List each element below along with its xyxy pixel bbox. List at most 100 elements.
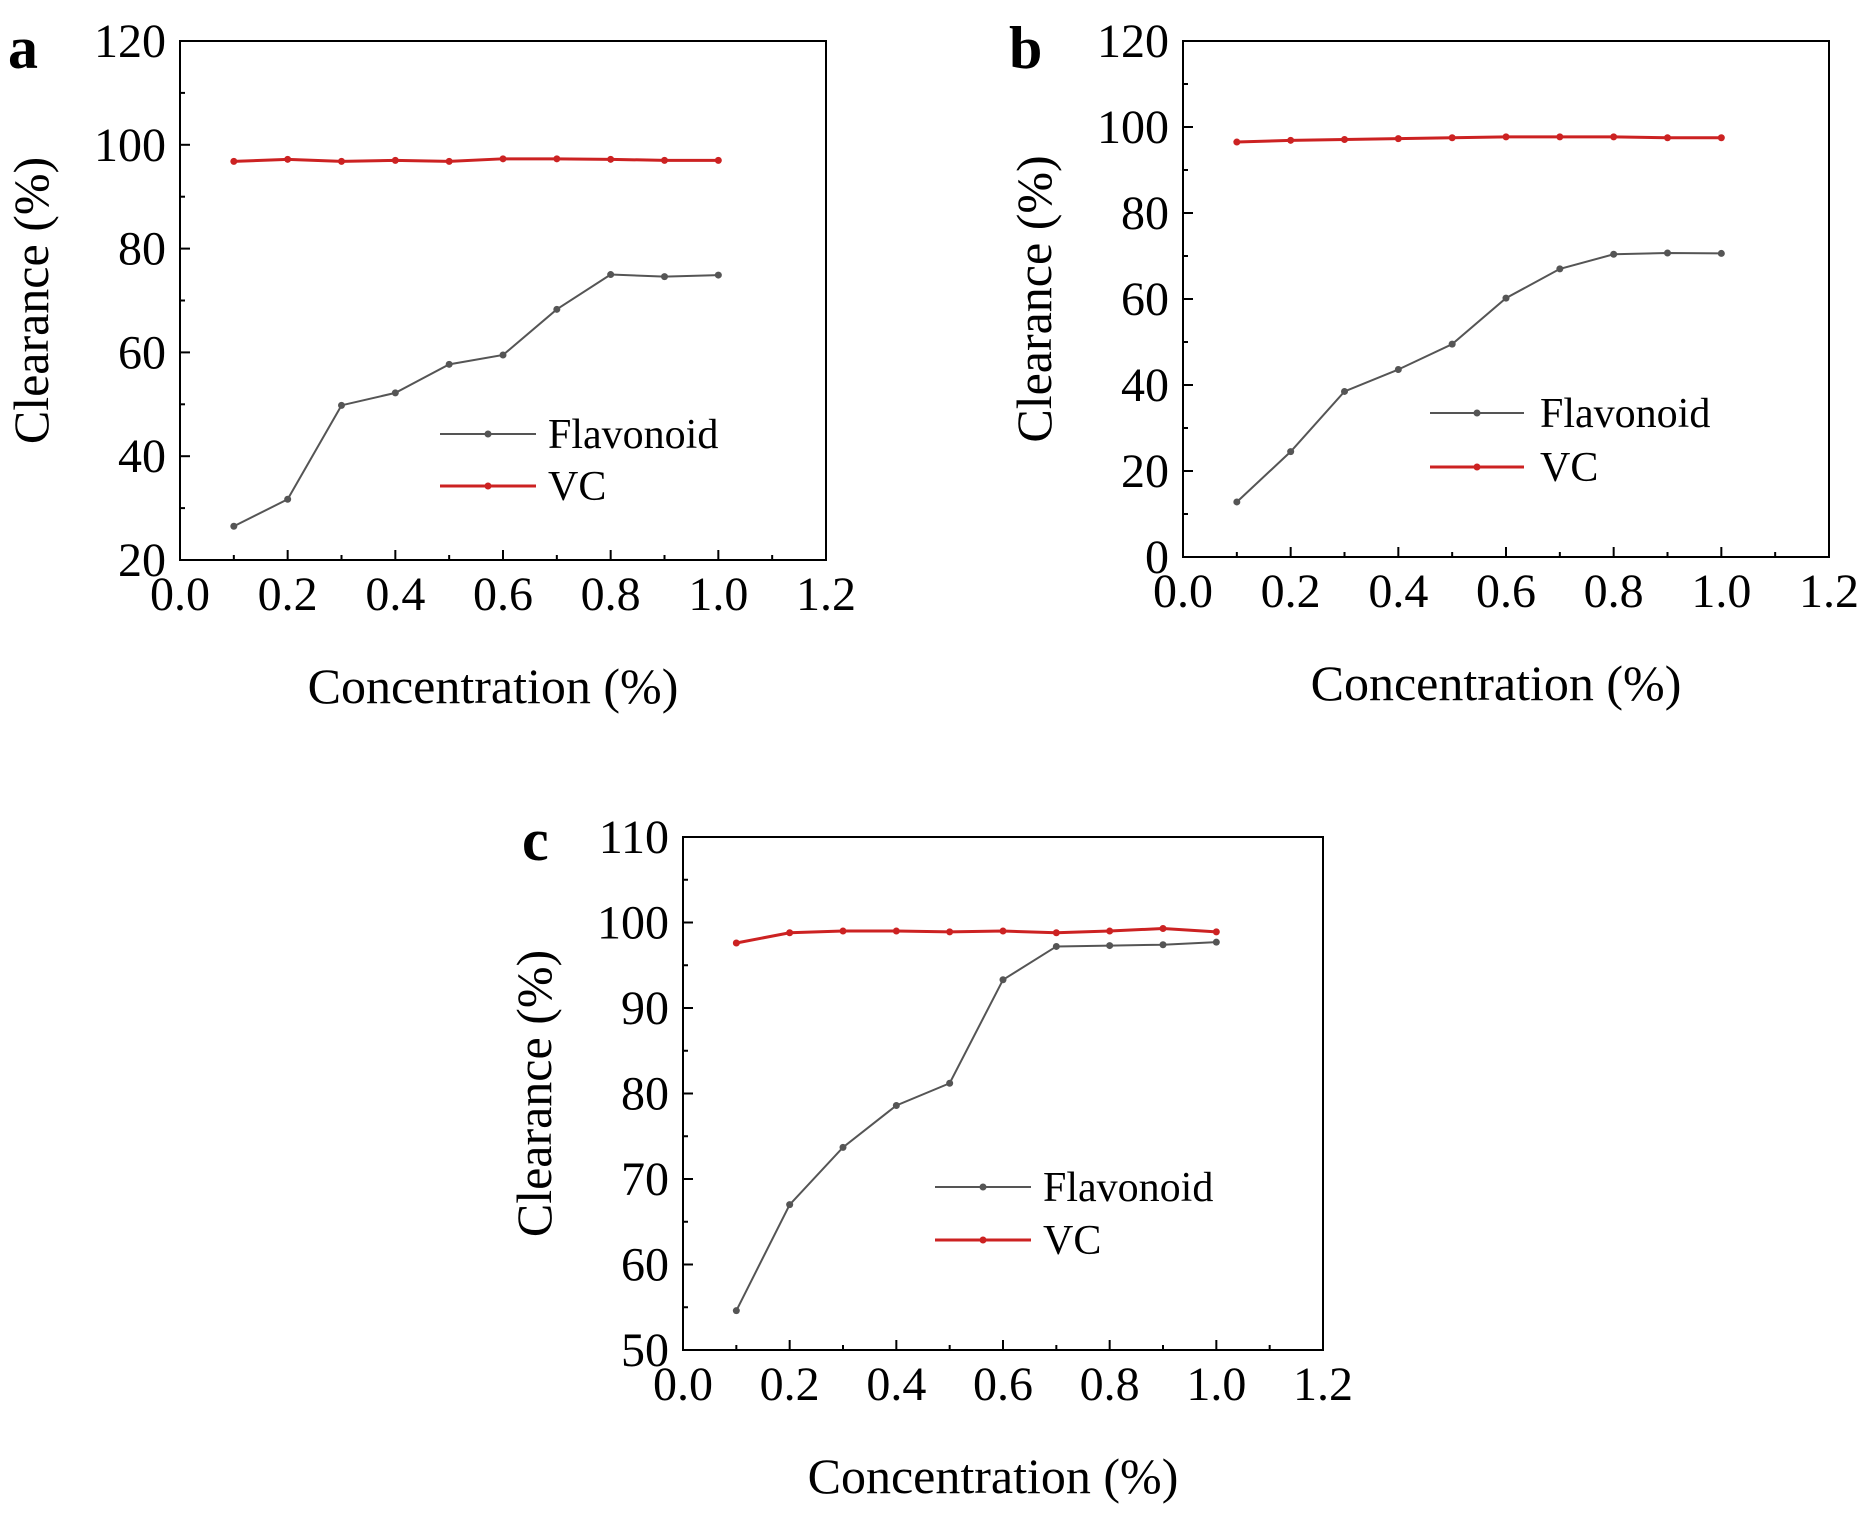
series-line-vc [736, 926, 1217, 945]
plot-frame [682, 836, 1324, 1351]
x-tick-label: 1.2 [796, 568, 856, 621]
y-axis-label: Clearance (%) [1006, 155, 1062, 442]
data-point-flavonoid [1717, 249, 1725, 257]
y-tick-label: 120 [94, 15, 166, 68]
panel-letter: c [522, 807, 549, 873]
series-line-flavonoid [1236, 251, 1722, 503]
data-point-vc [338, 157, 345, 165]
x-tick-label: 0.0 [150, 568, 210, 621]
x-tick-label: 0.0 [653, 1358, 713, 1411]
series-line-flavonoid [233, 273, 719, 528]
x-axis-label: Concentration (%) [808, 1448, 1179, 1504]
y-axis-label: Clearance (%) [3, 157, 59, 444]
data-point-flavonoid [892, 1101, 900, 1109]
data-point-vc [1502, 133, 1510, 141]
x-tick-label: 0.6 [473, 568, 533, 621]
y-tick-label: 40 [1121, 359, 1169, 412]
data-point-flavonoid [1502, 294, 1510, 302]
data-point-vc [1052, 929, 1060, 937]
y-tick-label: 60 [118, 326, 166, 379]
y-tick-label: 40 [118, 430, 166, 483]
data-point-flavonoid [661, 273, 668, 281]
data-point-flavonoid [553, 305, 561, 313]
series-line-flavonoid [735, 941, 1217, 1312]
data-point-vc [445, 157, 453, 165]
data-point-flavonoid [1448, 340, 1456, 348]
data-point-vc [732, 939, 740, 947]
chart-panel-a: a 0.0 0.2 0.4 0.6 0.8 1.0 1.2 20 40 60 80 100 120 Conc… [3, 15, 856, 714]
panel-letter: a [8, 15, 38, 81]
x-tick-label: 0.8 [1080, 1358, 1140, 1411]
data-point-vc [839, 927, 847, 935]
legend-label-vc: VC [1043, 1218, 1101, 1264]
data-point-vc [1106, 927, 1114, 935]
data-point-vc [1610, 133, 1618, 141]
data-point-flavonoid [1394, 366, 1402, 374]
data-point-vc [1287, 136, 1295, 144]
data-point-vc [786, 929, 794, 937]
panel-letter: b [1009, 15, 1042, 81]
data-point-vc [1233, 138, 1241, 146]
y-tick-label: 100 [94, 119, 166, 172]
x-tick-label: 0.0 [1153, 565, 1213, 618]
y-tick-label: 80 [118, 223, 166, 276]
x-tick-label: 1.2 [1293, 1358, 1353, 1411]
x-tick-label: 1.0 [1691, 565, 1751, 618]
x-tick-label: 0.8 [1584, 565, 1644, 618]
y-tick-label: 70 [621, 1153, 669, 1206]
x-axis-label: Concentration (%) [308, 658, 679, 714]
data-point-vc [1212, 928, 1220, 936]
x-tick-label: 0.4 [1368, 565, 1428, 618]
plot-frame [179, 40, 827, 561]
legend-label-flavonoid: Flavonoid [1540, 391, 1710, 437]
legend-label-vc: VC [548, 464, 606, 510]
x-tick-label: 0.2 [1261, 565, 1321, 618]
x-tick-label: 0.2 [760, 1358, 820, 1411]
data-point-vc [499, 155, 507, 163]
data-point-flavonoid [1106, 942, 1114, 950]
data-point-flavonoid [786, 1201, 794, 1209]
data-point-vc [892, 927, 900, 935]
x-tick-label: 0.4 [866, 1358, 926, 1411]
data-point-flavonoid [946, 1079, 954, 1087]
data-point-flavonoid [1052, 942, 1060, 950]
chart-panel-c: c 0.0 0.2 0.4 0.6 0.8 1.0 1.2 50 60 70 80 90 100 110 Co… [506, 807, 1353, 1504]
legend-marker-vc [484, 482, 492, 490]
y-tick-label: 100 [597, 897, 669, 950]
data-point-vc [661, 156, 668, 164]
legend-label-vc: VC [1540, 445, 1598, 491]
y-tick-label: 20 [118, 534, 166, 587]
data-point-vc [607, 155, 615, 163]
y-tick-label: 0 [1145, 531, 1169, 584]
data-point-flavonoid [999, 976, 1007, 984]
data-point-flavonoid [1159, 941, 1167, 949]
legend-marker-vc [979, 1236, 987, 1244]
y-tick-label: 60 [621, 1239, 669, 1292]
series-line-vc [233, 157, 719, 163]
data-point-flavonoid [1212, 938, 1220, 946]
data-point-vc [553, 155, 561, 163]
y-tick-label: 50 [621, 1324, 669, 1377]
data-point-vc [1159, 924, 1167, 932]
data-point-flavonoid [732, 1307, 740, 1315]
data-point-flavonoid [1610, 250, 1618, 258]
legend-marker-vc [1473, 463, 1481, 471]
data-point-flavonoid [1556, 265, 1564, 273]
data-point-flavonoid [839, 1143, 847, 1151]
data-point-flavonoid [338, 401, 345, 409]
data-point-vc [1448, 134, 1456, 142]
x-tick-label: 0.6 [973, 1358, 1033, 1411]
data-point-flavonoid [230, 522, 238, 530]
data-point-vc [946, 928, 954, 936]
y-tick-label: 80 [1121, 187, 1169, 240]
data-point-flavonoid [445, 360, 453, 368]
y-tick-label: 80 [621, 1068, 669, 1121]
data-point-flavonoid [1341, 387, 1348, 395]
series-line-vc [1236, 135, 1722, 144]
data-point-vc [999, 927, 1007, 935]
y-tick-label: 110 [599, 811, 669, 864]
legend-marker-flavonoid [484, 430, 492, 438]
chart-panel-b: b 0.0 0.2 0.4 0.6 0.8 1.0 1.2 0 20 40 60 80 100 120 Con… [1006, 15, 1859, 711]
x-tick-label: 0.8 [581, 568, 641, 621]
